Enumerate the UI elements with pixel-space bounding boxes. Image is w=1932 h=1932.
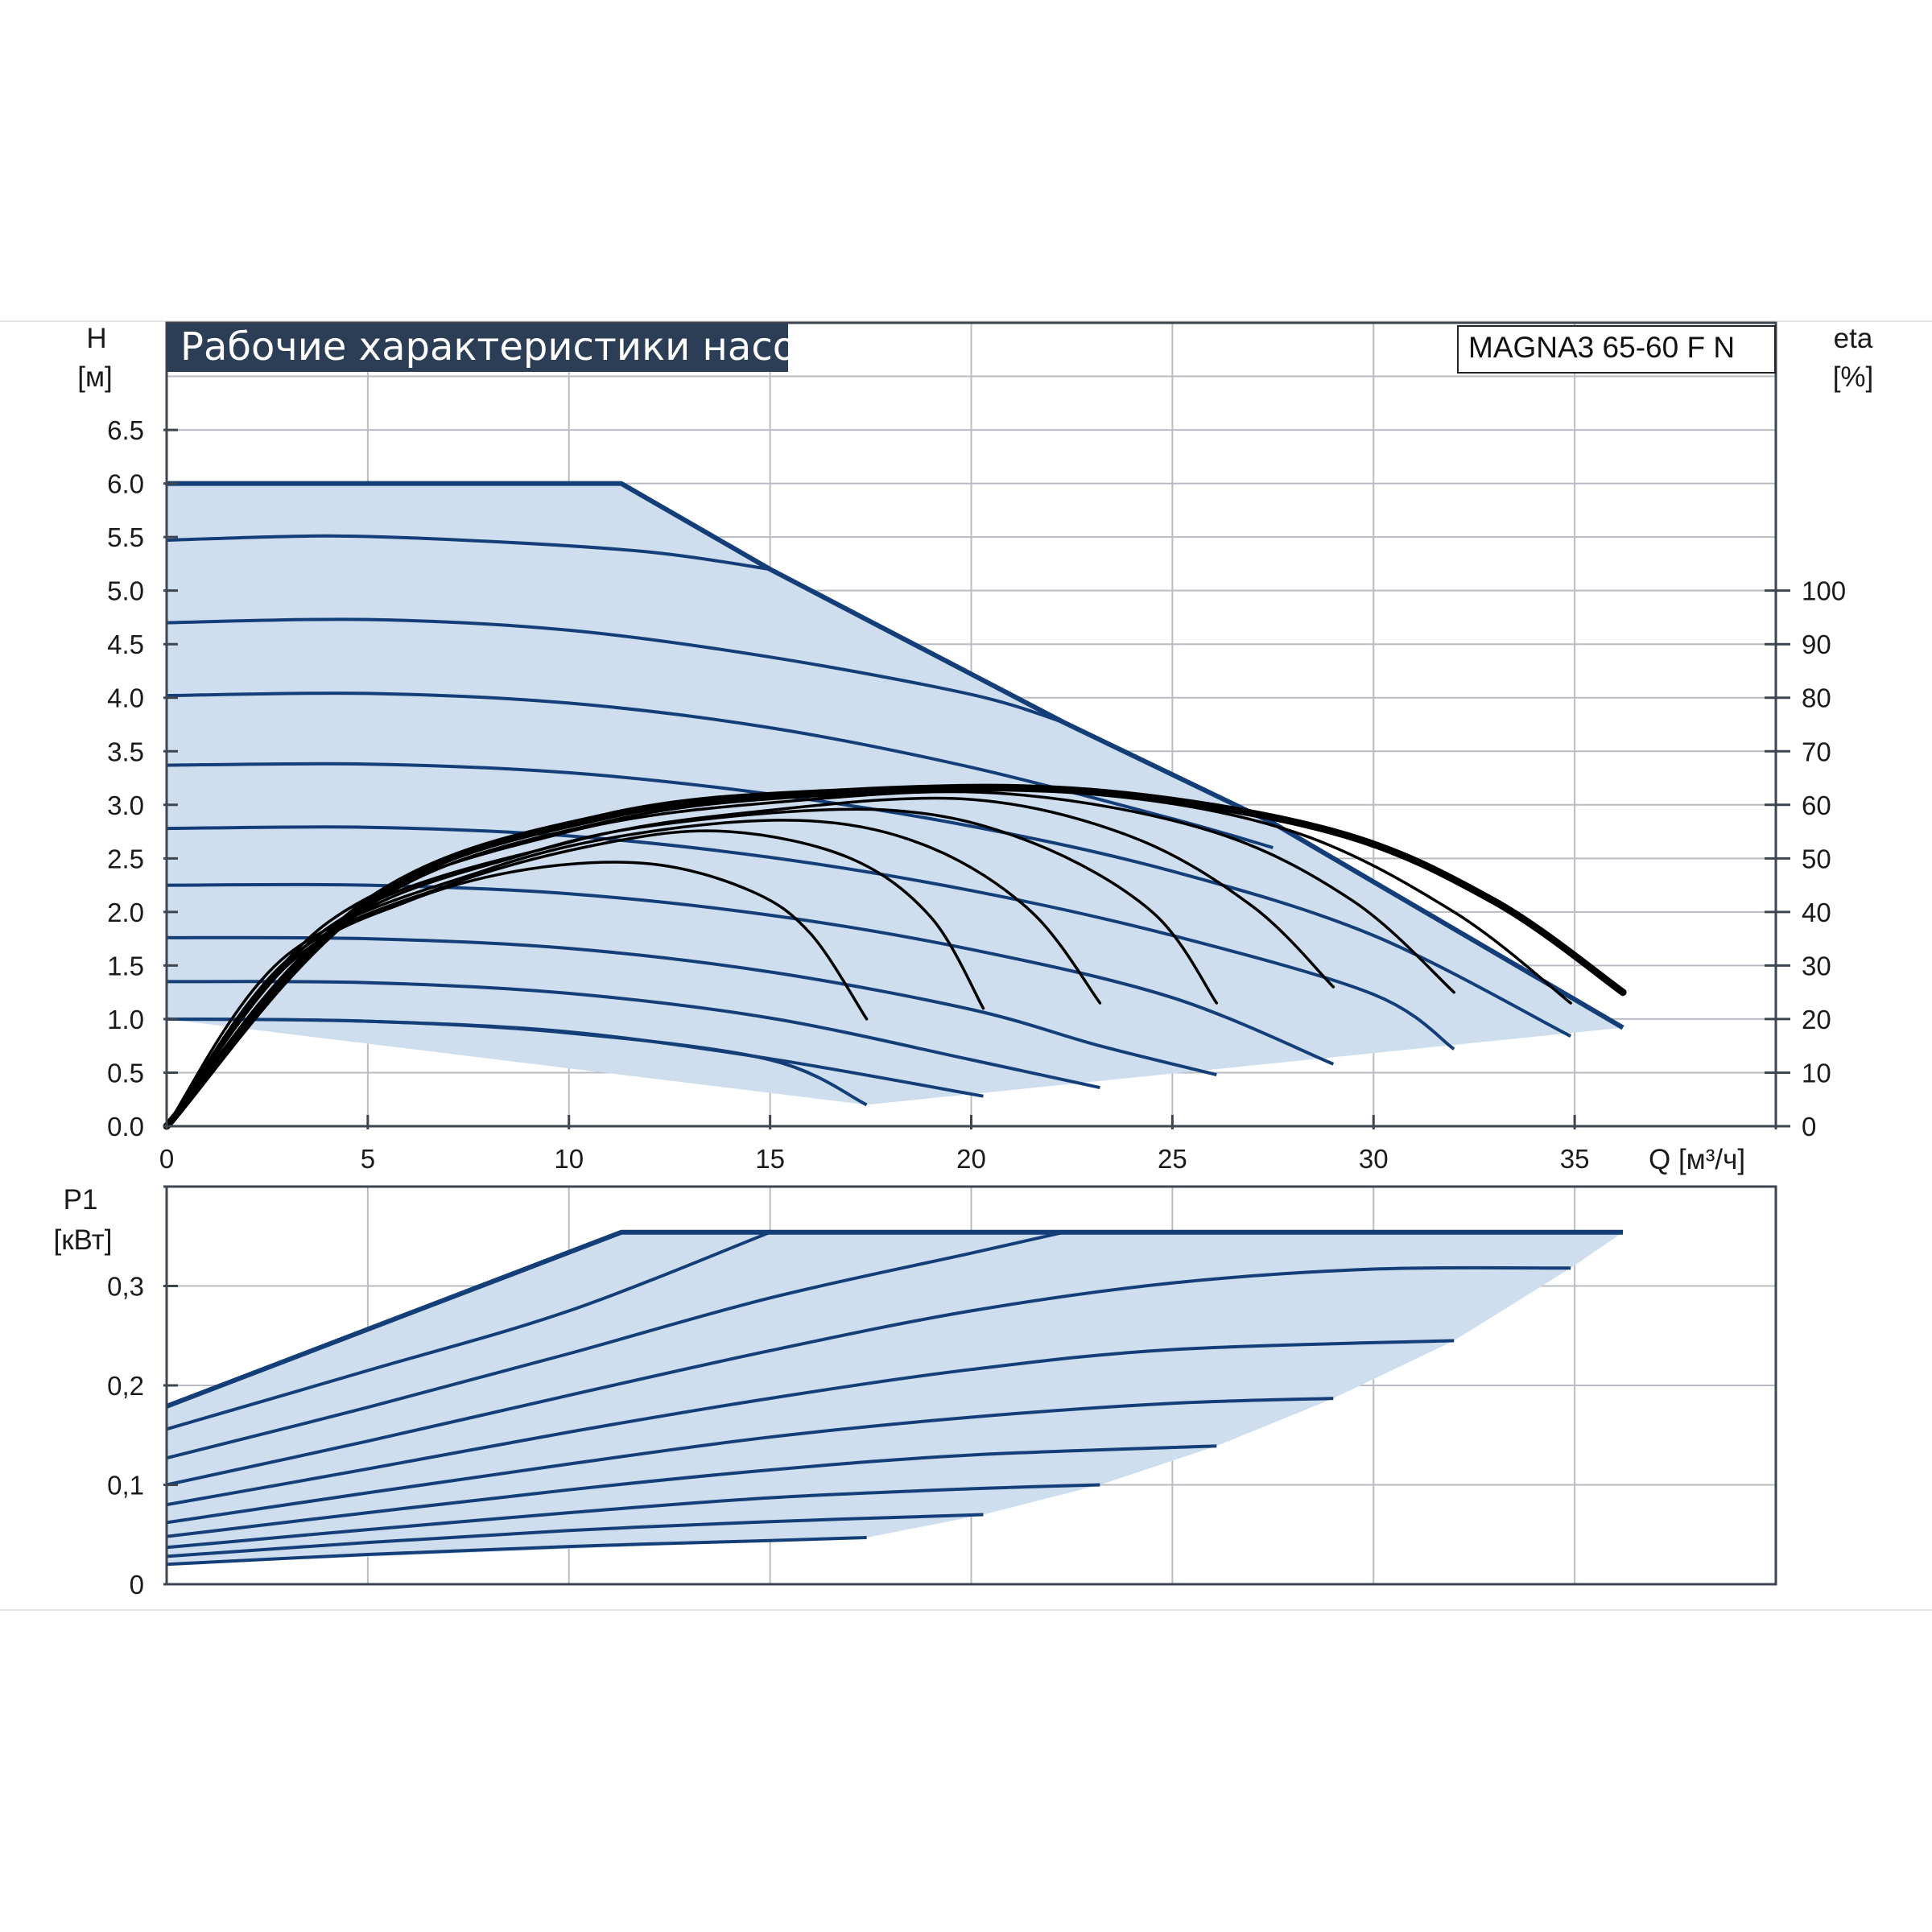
power-area-fill <box>167 1232 1624 1565</box>
efficiency-tick-label: 10 <box>1802 1058 1831 1088</box>
head-tick-label: 4.5 <box>107 630 144 659</box>
head-axis-label: H <box>86 323 106 354</box>
x-axis-label: Q [м³/ч] <box>1649 1144 1745 1175</box>
head-y-ticks: 0.0 0.5 1.0 1.5 2.0 2.5 3.0 3.5 4.0 4.5 5.0 5.5 6.0 6… <box>107 415 178 1141</box>
head-tick-label: 4.0 <box>107 683 144 713</box>
x-tick-label: 30 <box>1359 1144 1389 1174</box>
power-curve <box>166 1397 1334 1525</box>
power-operating-area <box>167 1232 1624 1565</box>
head-tick-label: 2.0 <box>107 898 144 927</box>
efficiency-tick-label: 50 <box>1802 844 1831 873</box>
head-tick-label: 3.0 <box>107 791 144 820</box>
power-curve <box>166 1536 867 1567</box>
power-curve <box>166 1483 1100 1550</box>
power-tick-label: 0,2 <box>107 1371 144 1401</box>
x-tick-label: 5 <box>361 1144 375 1174</box>
efficiency-curve <box>163 783 1627 1130</box>
head-curve <box>166 762 1572 1038</box>
head-tick-label: 3.5 <box>107 737 144 766</box>
model-box <box>1457 325 1776 374</box>
head-tick-label: 5.0 <box>107 576 144 606</box>
efficiency-tick-label: 100 <box>1802 576 1846 606</box>
efficiency-tick-label: 40 <box>1802 898 1831 927</box>
power-curve <box>166 1513 984 1558</box>
head-curve <box>166 935 1217 1077</box>
efficiency-tick-label: 20 <box>1802 1005 1831 1034</box>
x-axis-ticks: 0 5 10 15 20 25 30 35 <box>159 1115 1777 1174</box>
head-curve <box>166 882 1335 1066</box>
power-y-ticks: 0 0,1 0,2 0,3 <box>107 1185 178 1600</box>
head-curves <box>166 481 1624 1107</box>
power-curve <box>166 1230 771 1431</box>
chart-title: Рабочие характеристики насоса <box>180 324 841 369</box>
head-curve <box>166 691 1274 849</box>
efficiency-tick-label: 80 <box>1802 683 1831 713</box>
efficiency-tick-label: 60 <box>1802 791 1831 820</box>
efficiency-tick-label: 0 <box>1802 1112 1816 1141</box>
power-axis-label: P1 <box>64 1184 98 1216</box>
power-tick-label: 0,1 <box>107 1471 144 1501</box>
head-tick-label: 6.5 <box>107 415 144 445</box>
power-tick-label: 0,3 <box>107 1272 144 1302</box>
x-tick-label: 10 <box>554 1144 584 1174</box>
power-curve <box>165 1229 1624 1409</box>
x-tick-label: 20 <box>956 1144 986 1174</box>
title-banner <box>167 324 788 372</box>
model-label: MAGNA3 65-60 F N <box>1468 331 1735 364</box>
efficiency-curves <box>163 783 1627 1130</box>
head-tick-label: 6.0 <box>107 469 144 499</box>
x-tick-label: 15 <box>755 1144 785 1174</box>
efficiency-tick-label: 70 <box>1802 737 1831 766</box>
power-chart: 0 0,1 0,2 0,3 P1 [кВт] <box>54 1184 1777 1600</box>
head-axis-unit: [м] <box>77 361 113 393</box>
head-tick-label: 1.5 <box>107 951 144 980</box>
power-tick-label: 0 <box>130 1570 144 1600</box>
power-axis-unit: [кВт] <box>54 1224 113 1256</box>
power-curves <box>165 1229 1624 1567</box>
head-curve <box>166 617 1064 724</box>
head-tick-label: 1.0 <box>107 1005 144 1034</box>
power-curve <box>166 1339 1455 1507</box>
head-curve <box>167 481 1624 1030</box>
head-curve <box>166 534 770 572</box>
head-curve <box>166 980 1100 1090</box>
power-curve <box>166 1444 1217 1538</box>
head-tick-label: 0.5 <box>107 1058 144 1088</box>
efficiency-tick-label: 90 <box>1802 630 1831 659</box>
efficiency-curve <box>165 796 1335 1128</box>
efficiency-curve <box>165 819 1102 1128</box>
head-tick-label: 5.5 <box>107 522 144 552</box>
head-curve <box>166 1017 984 1098</box>
efficiency-tick-label: 30 <box>1802 951 1831 980</box>
x-tick-label: 25 <box>1158 1144 1187 1174</box>
efficiency-y-ticks: 0 10 20 30 40 50 60 70 80 90 100 <box>1765 576 1846 1141</box>
efficiency-axis-label: eta <box>1834 323 1873 354</box>
head-curve <box>166 825 1455 1051</box>
head-chart: 0.0 0.5 1.0 1.5 2.0 2.5 3.0 3.5 4.0 4.5 5.0 5.5 6.0 6… <box>77 321 1874 1175</box>
efficiency-axis-unit: [%] <box>1833 361 1874 393</box>
x-tick-label: 0 <box>159 1144 174 1174</box>
x-tick-label: 35 <box>1560 1144 1590 1174</box>
head-tick-label: 0.0 <box>107 1112 144 1141</box>
power-curve <box>166 1265 1571 1487</box>
efficiency-curve <box>165 790 1455 1128</box>
head-tick-label: 2.5 <box>107 844 144 873</box>
power-curve <box>166 1230 1064 1460</box>
